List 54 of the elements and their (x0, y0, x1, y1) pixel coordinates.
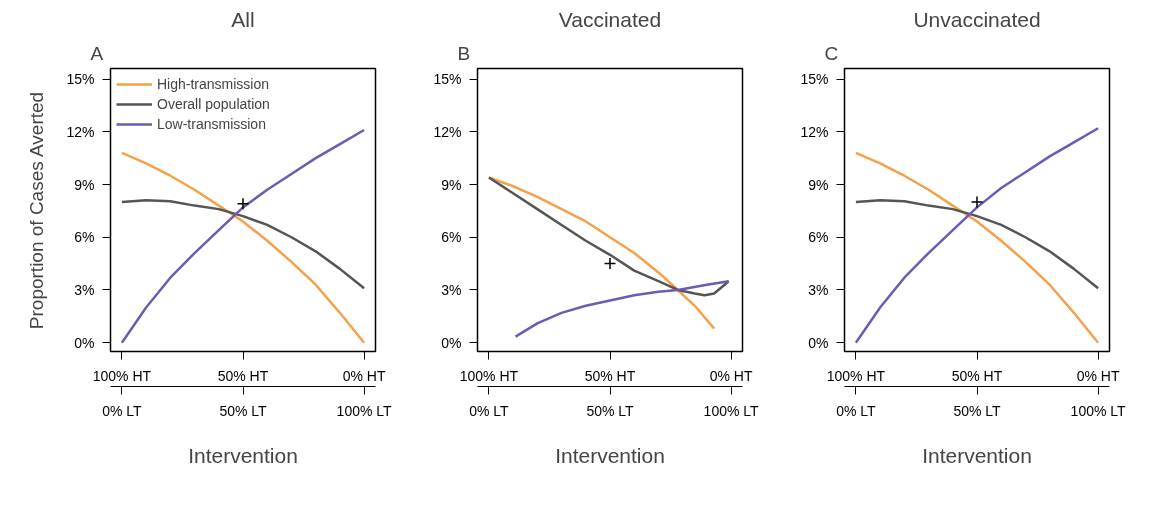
y-tick-label: 15% (800, 71, 829, 88)
x-tick-label: 50% HT (584, 367, 636, 384)
y-tick-label: 3% (808, 281, 829, 298)
x2-tick-label: 0% LT (469, 402, 510, 419)
x2-tick-label: 100% LT (336, 402, 393, 419)
x2-tick-label: 0% LT (102, 402, 143, 419)
y-tick-label: 0% (441, 334, 462, 351)
y-tick-label: 12% (800, 123, 829, 140)
legend-label: High-transmission (157, 76, 270, 92)
chart-title: All (231, 7, 255, 31)
x2-tick-label: 50% LT (586, 402, 635, 419)
line-series (854, 199, 1100, 290)
y-tick-label: 6% (808, 229, 829, 246)
x-tick-label: 50% HT (217, 367, 269, 384)
y-axis-title: Proportion of Cases Averted (26, 91, 48, 330)
y-tick-label: 9% (74, 176, 95, 193)
line-series (487, 176, 730, 297)
y-tick-label: 9% (441, 176, 462, 193)
y-tick-label: 0% (808, 334, 829, 351)
x-tick-label: 100% HT (459, 367, 519, 384)
y-tick-label: 12% (433, 123, 462, 140)
x2-tick-label: 50% LT (219, 402, 268, 419)
x-axis-title: Intervention (555, 443, 665, 467)
x-tick-label: 100% HT (92, 367, 152, 384)
line-series (487, 176, 716, 330)
y-tick-label: 0% (74, 334, 95, 351)
x2-tick-label: 50% LT (953, 402, 1002, 419)
y-tick-label: 6% (74, 229, 95, 246)
y-tick-label: 15% (66, 71, 95, 88)
text: C (824, 42, 839, 64)
x-tick-label: 0% HT (1076, 367, 1120, 384)
x2-tick-label: 100% LT (1070, 402, 1127, 419)
legend-label: Overall population (157, 96, 270, 112)
line-series (514, 279, 730, 338)
text: A (90, 42, 104, 64)
x2-tick-label: 0% LT (836, 402, 877, 419)
y-tick-label: 12% (66, 123, 95, 140)
chart-title: Vaccinated (558, 7, 662, 31)
line-series (120, 199, 366, 290)
y-tick-label: 3% (74, 281, 95, 298)
x-tick-label: 0% HT (342, 367, 386, 384)
text: B (457, 42, 471, 64)
x-axis-title: Intervention (922, 443, 1032, 467)
x-tick-label: 0% HT (709, 367, 753, 384)
x-tick-label: 50% HT (951, 367, 1003, 384)
y-tick-label: 6% (441, 229, 462, 246)
chart-title: Unvaccinated (913, 7, 1041, 31)
x2-tick-label: 100% LT (703, 402, 760, 419)
y-tick-label: 3% (441, 281, 462, 298)
x-tick-label: 100% HT (826, 367, 886, 384)
y-tick-label: 9% (808, 176, 829, 193)
y-tick-label: 15% (433, 71, 462, 88)
x-axis-title: Intervention (188, 443, 298, 467)
legend-label: Low-transmission (157, 116, 266, 132)
